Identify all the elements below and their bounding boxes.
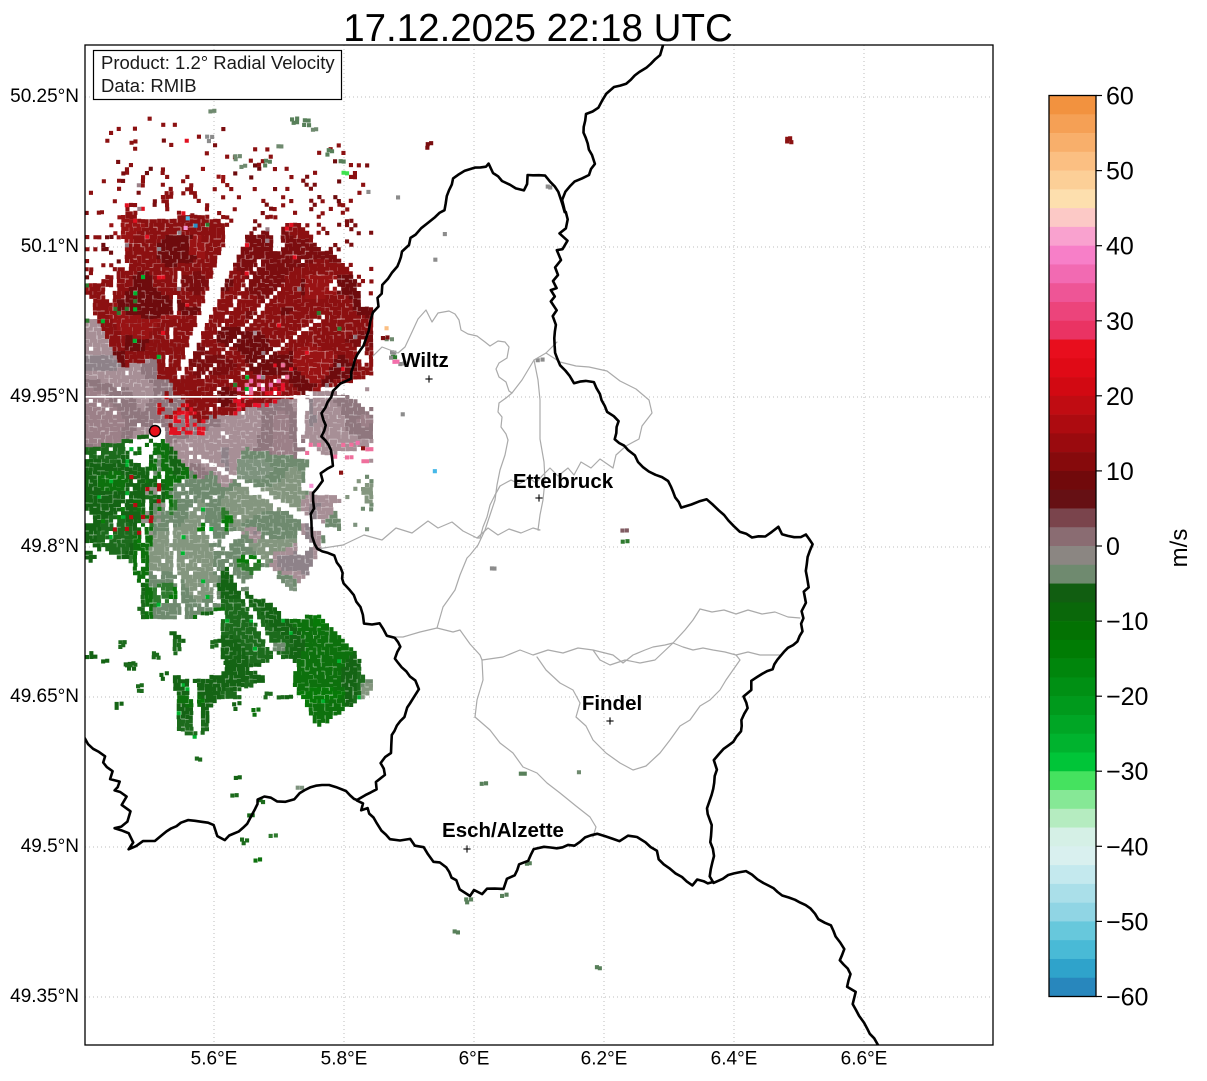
svg-text:49.35°N: 49.35°N (10, 986, 79, 1007)
svg-text:Product: 1.2° Radial Velocity: Product: 1.2° Radial Velocity (101, 52, 335, 73)
svg-text:6.2°E: 6.2°E (581, 1049, 628, 1070)
svg-text:6.6°E: 6.6°E (841, 1049, 888, 1070)
svg-text:Wiltz: Wiltz (401, 349, 449, 372)
svg-text:6.4°E: 6.4°E (711, 1049, 758, 1070)
svg-text:Data: RMIB: Data: RMIB (101, 75, 197, 96)
svg-text:30: 30 (1106, 308, 1134, 336)
svg-text:m/s: m/s (1166, 529, 1193, 568)
svg-text:10: 10 (1106, 458, 1134, 486)
svg-text:49.65°N: 49.65°N (10, 686, 79, 707)
svg-text:Ettelbruck: Ettelbruck (513, 470, 614, 493)
svg-text:−60: −60 (1106, 984, 1148, 1012)
svg-text:6°E: 6°E (459, 1049, 490, 1070)
svg-text:50.1°N: 50.1°N (21, 236, 79, 257)
svg-text:0: 0 (1106, 533, 1120, 561)
svg-text:20: 20 (1106, 383, 1134, 411)
svg-text:49.95°N: 49.95°N (10, 386, 79, 407)
svg-text:Esch/Alzette: Esch/Alzette (442, 819, 564, 842)
svg-text:Findel: Findel (582, 692, 642, 715)
svg-text:−40: −40 (1106, 833, 1148, 861)
svg-text:5.6°E: 5.6°E (191, 1049, 238, 1070)
svg-text:−50: −50 (1106, 908, 1148, 936)
svg-text:49.8°N: 49.8°N (21, 536, 79, 557)
svg-text:5.8°E: 5.8°E (321, 1049, 368, 1070)
svg-text:17.12.2025 22:18 UTC: 17.12.2025 22:18 UTC (343, 7, 733, 50)
svg-text:−20: −20 (1106, 683, 1148, 711)
svg-text:−10: −10 (1106, 608, 1148, 636)
svg-text:40: 40 (1106, 233, 1134, 261)
svg-text:50: 50 (1106, 158, 1134, 186)
svg-text:−30: −30 (1106, 758, 1148, 786)
svg-text:49.5°N: 49.5°N (21, 836, 79, 857)
svg-text:60: 60 (1106, 83, 1134, 111)
svg-text:50.25°N: 50.25°N (10, 86, 79, 107)
